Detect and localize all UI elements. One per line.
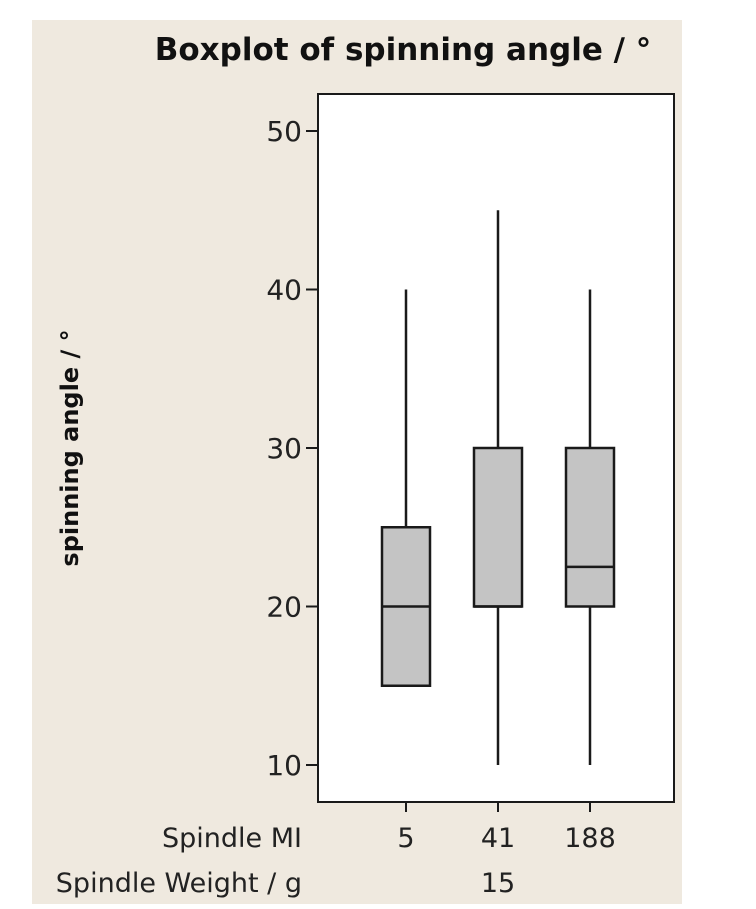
y-axis-label: spinning angle / °: [56, 329, 84, 566]
chart-title: Boxplot of spinning angle / °: [155, 32, 652, 68]
box-5: [380, 289, 432, 812]
x-row-label-mi: Spindle MI: [162, 823, 302, 854]
x-row-label-weight: Spindle Weight / g: [56, 868, 302, 899]
x-tick-label: 41: [481, 823, 515, 854]
x-tick-label: 5: [397, 823, 414, 854]
box-series: [380, 210, 616, 812]
y-axis: 10 20 30 40 50: [266, 115, 318, 782]
y-tick-label: 20: [266, 591, 302, 624]
box-188: [564, 289, 616, 812]
y-tick-label: 50: [266, 115, 302, 148]
x-group-label: 15: [481, 868, 515, 899]
y-tick-label: 30: [266, 432, 302, 465]
y-tick-label: 40: [266, 274, 302, 307]
interquartile-box: [472, 446, 524, 608]
box-41: [472, 210, 524, 812]
interquartile-box: [564, 446, 616, 608]
x-axis-table: Spindle MI 5 41 188 Spindle Weight / g 15: [56, 823, 616, 899]
y-tick-label: 10: [266, 749, 302, 782]
x-tick-label: 188: [564, 823, 616, 854]
